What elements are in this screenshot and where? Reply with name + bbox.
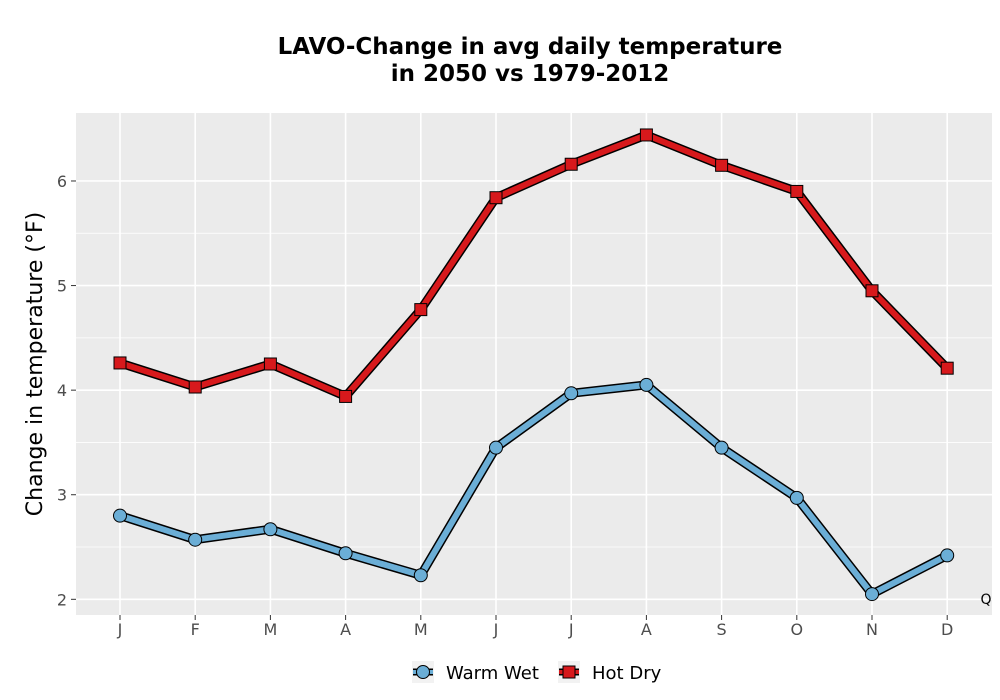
legend: Warm Wet Hot Dry xyxy=(412,661,662,684)
data-point-circle xyxy=(489,440,503,455)
series-line xyxy=(117,381,951,598)
data-point-square xyxy=(790,184,804,198)
data-point-circle xyxy=(188,532,203,547)
data-point-square xyxy=(865,284,879,298)
x-tick-label: J xyxy=(568,620,574,639)
data-point-circle xyxy=(865,587,879,602)
y-tick-label: 2 xyxy=(57,590,67,609)
data-point-square xyxy=(188,380,202,394)
data-point-circle xyxy=(564,386,579,401)
data-point-square xyxy=(715,158,729,172)
legend-key-circle xyxy=(416,665,430,679)
x-tick-label: N xyxy=(866,620,878,639)
y-axis-label: Change in temperature (°F) xyxy=(23,212,48,516)
data-point-circle xyxy=(263,522,278,537)
data-point-square xyxy=(940,361,954,375)
x-tick-label: M xyxy=(263,620,277,639)
y-tick-label: 5 xyxy=(57,277,67,296)
series-line xyxy=(117,132,951,400)
data-point-square xyxy=(263,357,277,371)
data-point-square xyxy=(489,191,503,205)
x-tick-label: A xyxy=(340,620,351,639)
data-point-square xyxy=(339,389,353,403)
data-point-circle xyxy=(113,508,127,523)
x-tick-label: D xyxy=(941,620,953,639)
legend-label: Hot Dry xyxy=(592,663,662,684)
data-point-square xyxy=(414,303,428,317)
x-tick-label: F xyxy=(191,620,200,639)
chart-title-line2: in 2050 vs 1979-2012 xyxy=(391,61,670,87)
data-point-square xyxy=(113,356,127,370)
x-tick-label: J xyxy=(493,620,499,639)
y-axis-ticks: 2 3 4 5 6 xyxy=(57,172,76,609)
y-tick-label: 6 xyxy=(57,172,67,191)
data-point-square xyxy=(639,128,653,142)
legend-label: Warm Wet xyxy=(446,663,539,684)
y-tick-label: 3 xyxy=(57,486,67,505)
x-tick-label: M xyxy=(414,620,428,639)
x-tick-label: O xyxy=(791,620,804,639)
x-tick-label: S xyxy=(717,620,727,639)
data-point-circle xyxy=(413,568,428,583)
data-point-circle xyxy=(639,377,654,392)
series-lines xyxy=(115,130,952,599)
data-point-circle xyxy=(714,440,729,455)
chart-title-line1: LAVO-Change in avg daily temperature xyxy=(278,34,783,60)
data-point-circle xyxy=(338,546,353,561)
x-tick-label: J xyxy=(117,620,123,639)
corner-mark: Q xyxy=(980,592,991,608)
legend-key-square xyxy=(562,665,576,679)
y-tick-label: 4 xyxy=(57,381,67,400)
x-tick-label: A xyxy=(641,620,652,639)
data-point-circle xyxy=(940,548,955,563)
series-points xyxy=(113,128,955,602)
data-point-square xyxy=(564,157,578,171)
data-point-circle xyxy=(789,490,804,505)
